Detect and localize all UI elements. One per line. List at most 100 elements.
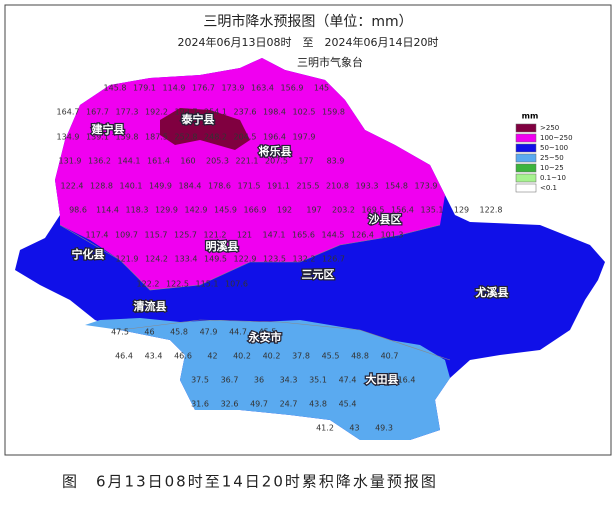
grid-value: 144.1 <box>118 157 141 166</box>
grid-value: 149.9 <box>149 182 172 191</box>
grid-value: 122.5 <box>166 280 189 289</box>
grid-value: 177 <box>298 157 313 166</box>
region-over-250 <box>160 108 250 150</box>
legend-swatch <box>515 163 537 173</box>
grid-value: 169.5 <box>362 206 385 215</box>
grid-value: 45.5 <box>322 352 340 361</box>
grid-value: 176.7 <box>192 84 215 93</box>
grid-value: 16.4 <box>398 376 416 385</box>
county-label: 永安市 <box>248 330 282 344</box>
grid-value: 126.4 <box>351 231 374 240</box>
grid-value: 46 <box>144 328 154 337</box>
grid-value: 47.4 <box>339 376 357 385</box>
grid-value: 129.9 <box>155 206 178 215</box>
grid-value: 179.1 <box>133 84 156 93</box>
grid-value: 46.4 <box>115 352 133 361</box>
grid-value: 193.3 <box>356 182 379 191</box>
grid-value: 156.4 <box>391 206 414 215</box>
grid-value: 136.2 <box>88 157 111 166</box>
grid-value: 210.8 <box>326 182 349 191</box>
grid-value: 115.1 <box>196 280 219 289</box>
grid-value: 145 <box>314 84 329 93</box>
county-borders <box>59 224 441 291</box>
legend: mm>250 100~250 50~100 25~50 10~25 0.1~10 <0.1 <box>515 112 573 193</box>
grid-value: 115.7 <box>145 231 168 240</box>
grid-value: 159.8 <box>116 133 139 142</box>
grid-value: 205.3 <box>206 157 229 166</box>
grid-value: 43 <box>372 376 382 385</box>
county-label: 将乐县 <box>259 144 292 158</box>
grid-value: 31.6 <box>191 400 209 409</box>
grid-value: 49.3 <box>375 424 393 433</box>
map-title: 三明市降水预报图（单位：mm） <box>203 13 412 30</box>
grid-value: 34.3 <box>280 376 298 385</box>
grid-value: 197 <box>306 206 321 215</box>
map-regions <box>15 58 605 440</box>
legend-swatch <box>515 153 537 163</box>
grid-value: 126.7 <box>322 255 345 264</box>
grid-value: 178.6 <box>208 182 231 191</box>
grid-value: 177.3 <box>116 108 139 117</box>
grid-value: 98.6 <box>69 206 87 215</box>
grid-value: 173.9 <box>415 182 438 191</box>
grid-value: 117.4 <box>86 231 109 240</box>
grid-value: 160 <box>180 157 195 166</box>
grid-value: 159.8 <box>322 108 345 117</box>
grid-value: 203.2 <box>332 206 355 215</box>
grid-value: 118.3 <box>126 206 149 215</box>
grid-value: 43.4 <box>145 352 163 361</box>
grid-value: 121.9 <box>116 255 139 264</box>
grid-value: 83.9 <box>327 157 345 166</box>
grid-value: 198.4 <box>263 108 286 117</box>
map-issuer: 三明市气象台 <box>297 55 363 69</box>
grid-value: 173.9 <box>222 84 245 93</box>
grid-value: 107.6 <box>225 280 248 289</box>
county-label: 沙县区 <box>369 213 402 226</box>
grid-value: 161.4 <box>147 157 170 166</box>
legend-label: >250 <box>540 124 559 132</box>
grid-value: 122.8 <box>480 206 503 215</box>
grid-value: 129 <box>454 206 469 215</box>
grid-value: 24.7 <box>280 400 298 409</box>
grid-value: 156.9 <box>281 84 304 93</box>
county-borders <box>119 319 451 361</box>
county-label: 宁化县 <box>72 247 105 261</box>
grid-value: 145.8 <box>104 84 127 93</box>
grid-value: 114.9 <box>163 84 186 93</box>
figure-caption: 图 6月13日08时至14日20时累积降水量预报图 <box>62 473 438 491</box>
grid-value: 140.1 <box>120 182 143 191</box>
grid-value: 197.9 <box>293 133 316 142</box>
legend-label: 10~25 <box>540 164 564 172</box>
grid-value: 41.2 <box>316 424 334 433</box>
grid-value: 44.7 <box>229 328 247 337</box>
grid-value: 101.3 <box>381 231 404 240</box>
legend-swatch <box>515 183 537 193</box>
grid-value: 49.7 <box>250 400 268 409</box>
grid-value: 215.5 <box>297 182 320 191</box>
grid-value: 128.8 <box>90 182 113 191</box>
grid-value: 147.1 <box>263 231 286 240</box>
region-100-250 <box>55 58 445 290</box>
county-label: 大田县 <box>366 372 399 386</box>
grid-value: 47.5 <box>111 328 129 337</box>
grid-value: 121.2 <box>204 231 227 240</box>
county-label: 泰宁县 <box>181 112 215 126</box>
legend-swatch <box>515 133 537 143</box>
county-label: 尤溪县 <box>475 285 509 299</box>
county-label: 明溪县 <box>206 239 239 253</box>
grid-value: 184.4 <box>179 182 202 191</box>
grid-value: 145.9 <box>214 206 237 215</box>
grid-value: 42 <box>207 352 217 361</box>
county-label: 建宁县 <box>92 122 125 136</box>
grid-value: 134.9 <box>57 133 80 142</box>
grid-value: 192 <box>277 206 292 215</box>
map-subtitle: 2024年06月13日08时 至 2024年06月14日20时 <box>178 35 439 49</box>
grid-value: 171.5 <box>238 182 261 191</box>
grid-value: 45.5 <box>259 328 277 337</box>
grid-value: 37.5 <box>191 376 209 385</box>
legend-label: 100~250 <box>540 134 573 142</box>
legend-label: 50~100 <box>540 144 568 152</box>
grid-value: 252.8 <box>175 133 198 142</box>
grid-value: 254.1 <box>204 108 227 117</box>
